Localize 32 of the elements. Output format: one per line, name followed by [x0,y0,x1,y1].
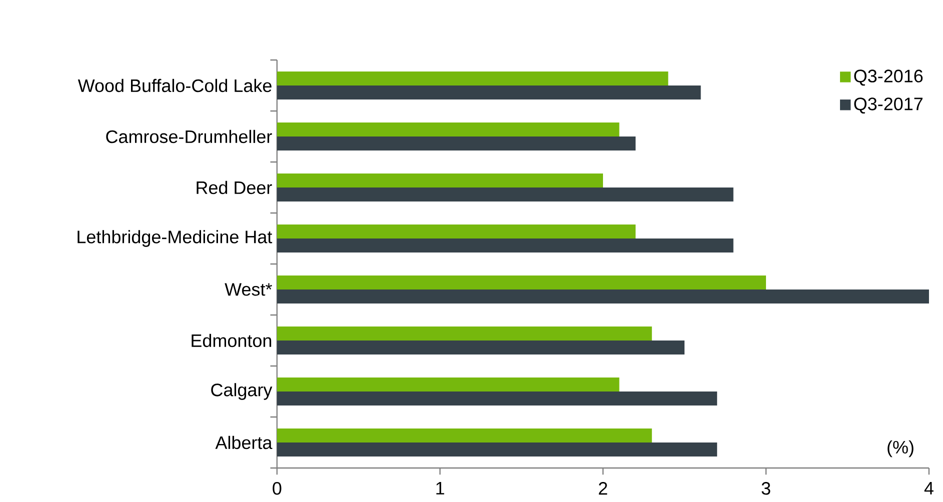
x-tick-label: 2 [598,482,608,495]
bar [277,174,603,188]
x-tick-label: 0 [272,482,282,495]
legend-label: Q3-2017 [854,98,922,114]
bar [277,224,636,238]
annotation: (%) [888,440,914,458]
y-tick-label: Alberta [215,436,272,450]
y-tick-label: Lethbridge-Medicine Hat [78,230,272,247]
x-tick-label: 4 [924,482,934,494]
bar [277,442,718,456]
y-tick-label: Edmonton [192,334,272,348]
legend-label: Q3-2016 [854,70,923,86]
bar [277,428,652,442]
y-tick-label: Camrose-Drumheller [106,130,272,144]
x-tick-label: 3 [762,482,770,495]
bar [277,136,636,150]
y-tick-label: Red Deer [196,180,272,194]
bar [277,289,929,304]
bar [277,86,701,100]
y-tick-label: West* [224,283,272,296]
bar [277,275,766,290]
y-tick-label: Calgary [211,383,272,400]
bar [277,391,718,406]
y-tick-label: Wood Buffalo-Cold Lake [78,78,272,92]
x-tick-label: 1 [436,482,444,494]
bar [277,377,620,392]
bar [277,238,734,252]
bar [277,72,668,86]
bar [277,340,684,354]
bar [277,326,652,340]
bar [277,188,734,202]
bar [277,122,620,136]
